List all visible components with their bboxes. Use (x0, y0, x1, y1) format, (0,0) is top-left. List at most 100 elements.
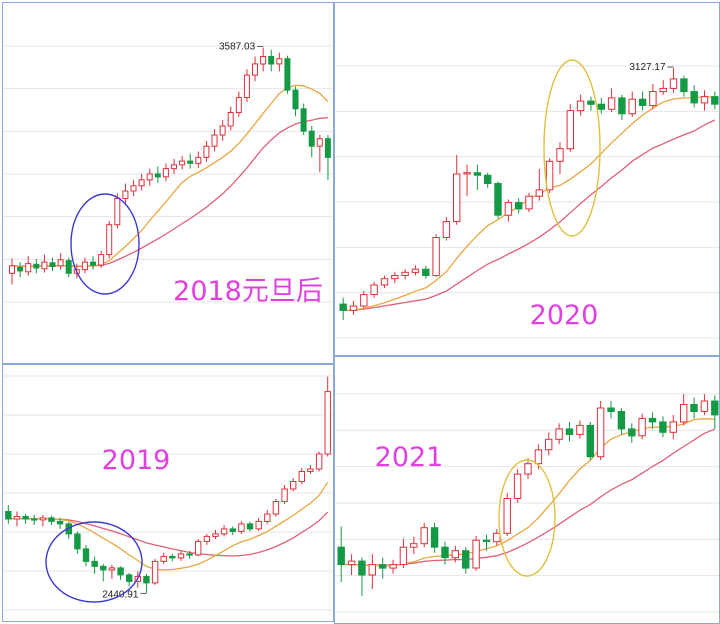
candle (300, 103, 307, 135)
candle (607, 88, 616, 112)
candle (235, 91, 242, 118)
candle-body (399, 546, 408, 566)
grid-lines (334, 65, 720, 339)
candle-body (360, 294, 368, 307)
candle (597, 97, 606, 114)
candle (659, 416, 667, 438)
candle-body (463, 172, 471, 175)
candle (219, 120, 226, 141)
candle (420, 522, 428, 548)
candle (195, 151, 202, 168)
candle (347, 554, 356, 576)
candle (179, 155, 186, 170)
candle (700, 90, 709, 111)
candle-body (91, 560, 98, 567)
candle-body (494, 183, 502, 216)
candle (117, 566, 124, 580)
candle-body (212, 533, 219, 537)
candle-body (441, 546, 449, 559)
candle (33, 259, 40, 274)
panel-p2018: 3587.03 2018元旦后 (2, 2, 334, 364)
candle (307, 465, 314, 475)
candle (430, 522, 439, 553)
candle-body (25, 263, 32, 273)
candle (524, 458, 532, 479)
candle (126, 572, 133, 587)
candle-body (482, 539, 491, 543)
candle (565, 421, 574, 442)
candle-body (108, 567, 116, 571)
candle (100, 563, 107, 582)
candle (130, 179, 137, 197)
candle (617, 407, 626, 435)
candle-body (41, 261, 48, 270)
candle (151, 558, 159, 585)
candle (586, 421, 595, 461)
candle (690, 397, 698, 419)
candle (494, 181, 502, 219)
candle-body (308, 130, 315, 147)
candle (276, 52, 283, 72)
highlight-ellipse (543, 59, 601, 237)
candle (238, 520, 245, 534)
panel-border (2, 364, 334, 622)
candle-body (472, 539, 480, 569)
candle (13, 511, 21, 527)
candle-body (380, 278, 389, 286)
grid-lines (2, 375, 334, 611)
candle (272, 498, 280, 517)
candle (106, 220, 113, 259)
candle (252, 56, 258, 82)
candle-body (379, 564, 387, 569)
candle (57, 253, 64, 270)
candle (453, 154, 461, 225)
grid-lines (2, 45, 334, 303)
candle (463, 164, 471, 197)
candle (525, 193, 533, 213)
candle (700, 394, 709, 415)
candle (472, 536, 480, 571)
candle-body (81, 261, 88, 271)
candle-body (171, 164, 177, 170)
candle-body (98, 254, 105, 266)
candle (399, 538, 408, 569)
candle (138, 173, 145, 191)
candle (649, 83, 657, 110)
candle (462, 547, 470, 574)
candle-body (324, 138, 331, 158)
ma-fast-line (12, 84, 329, 268)
candle (315, 451, 323, 472)
candle (25, 256, 32, 276)
candle-body (90, 261, 96, 266)
candle-body (151, 560, 159, 584)
candle-body (410, 543, 418, 548)
candle (576, 94, 585, 116)
candle (422, 266, 430, 279)
candle-body (513, 473, 522, 499)
candle-body (442, 221, 451, 239)
candle-body (555, 428, 563, 440)
candle-body (56, 520, 64, 525)
candle-body (290, 481, 297, 490)
candle (379, 557, 387, 579)
candle (56, 517, 64, 529)
candle (473, 164, 482, 190)
candle (203, 533, 211, 545)
ma-fast-line (8, 481, 329, 571)
candle (410, 536, 418, 555)
candle-body (195, 540, 202, 556)
panel-p2020: 3127.17 2020 (334, 2, 720, 356)
candle-body (246, 523, 254, 530)
candle (587, 96, 595, 111)
candle (711, 395, 719, 429)
candle (669, 414, 678, 440)
candle (186, 550, 193, 559)
candle-body (586, 424, 595, 458)
candle-body (587, 100, 595, 105)
candle (690, 85, 698, 108)
candle (220, 524, 228, 537)
candle (308, 125, 315, 158)
candle-body (33, 263, 40, 269)
candle-body (162, 168, 169, 178)
